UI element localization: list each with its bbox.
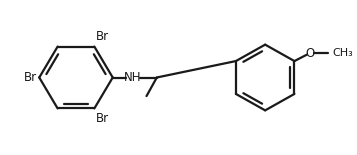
Text: CH₃: CH₃ [332, 48, 353, 58]
Text: Br: Br [96, 112, 109, 125]
Text: NH: NH [124, 71, 142, 84]
Text: Br: Br [96, 30, 109, 43]
Text: Br: Br [24, 71, 37, 84]
Text: O: O [305, 47, 315, 60]
